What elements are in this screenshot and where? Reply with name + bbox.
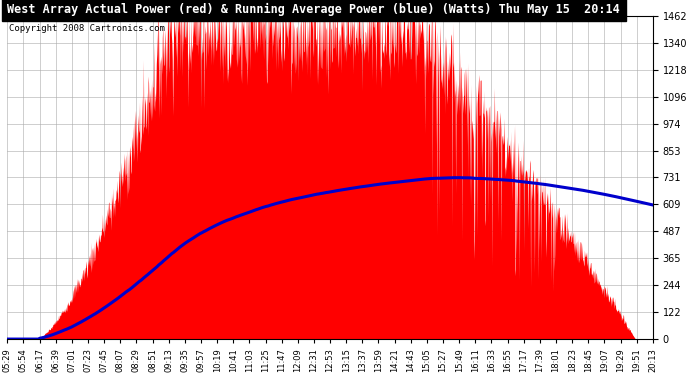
Text: Copyright 2008 Cartronics.com: Copyright 2008 Cartronics.com bbox=[8, 24, 164, 33]
Text: West Array Actual Power (red) & Running Average Power (blue) (Watts) Thu May 15 : West Array Actual Power (red) & Running … bbox=[8, 3, 620, 16]
